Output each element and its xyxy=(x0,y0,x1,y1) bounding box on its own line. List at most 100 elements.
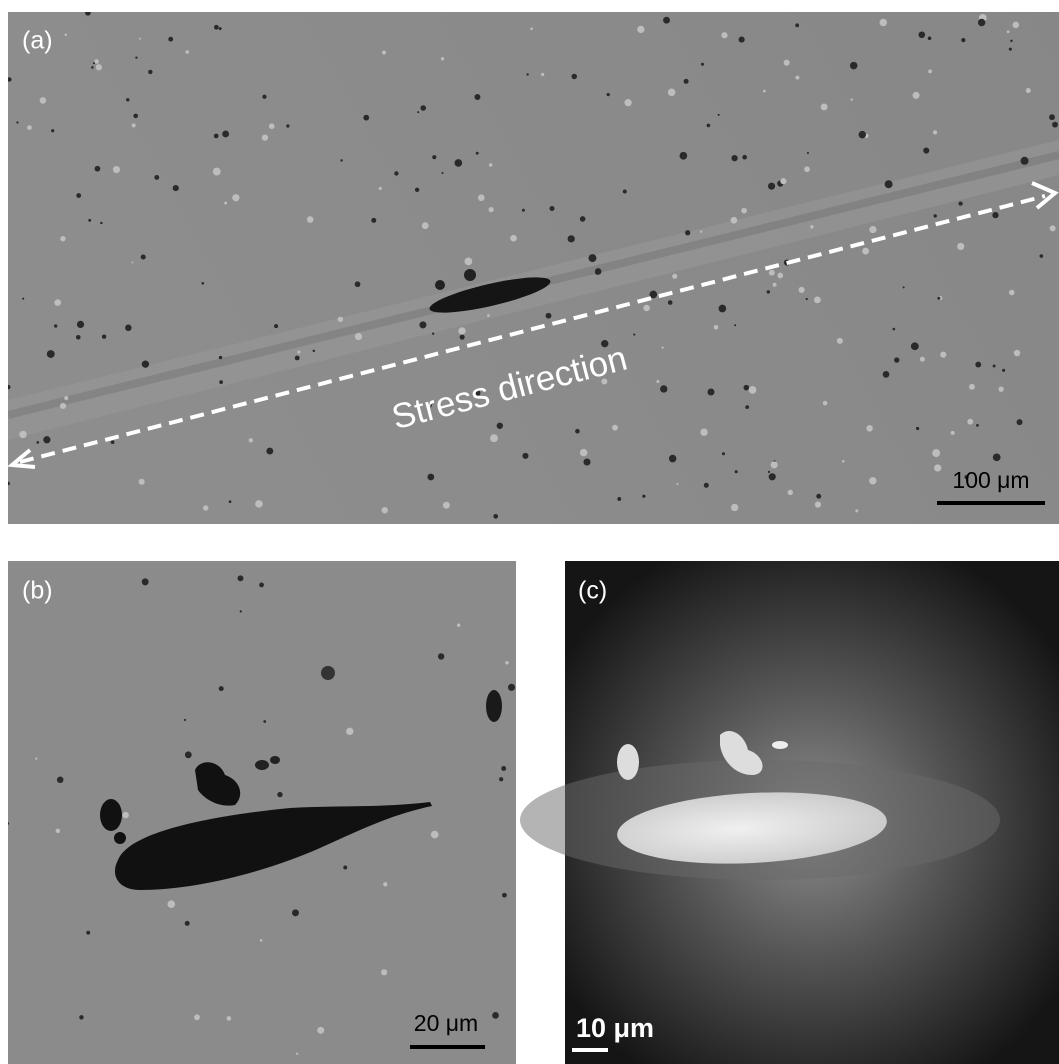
particle xyxy=(36,441,39,444)
particle xyxy=(784,60,790,66)
particle xyxy=(934,464,941,471)
particle xyxy=(739,37,745,43)
particle xyxy=(933,130,937,134)
particle xyxy=(76,335,81,340)
particle xyxy=(642,495,645,498)
particle xyxy=(722,452,725,455)
particle xyxy=(443,502,450,509)
particle xyxy=(122,812,128,818)
particle xyxy=(869,477,876,484)
particle xyxy=(859,131,866,138)
particle xyxy=(583,458,590,465)
particle xyxy=(1007,30,1010,33)
inclusion xyxy=(486,690,502,722)
particle xyxy=(132,123,136,127)
particle xyxy=(768,471,770,473)
particle xyxy=(1010,40,1012,42)
particle xyxy=(86,931,90,935)
particle xyxy=(102,335,106,339)
particle xyxy=(419,321,426,328)
particle xyxy=(148,70,152,74)
particle xyxy=(213,168,221,176)
particle xyxy=(624,99,631,106)
panel-label: (a) xyxy=(22,27,53,55)
particle xyxy=(340,159,342,161)
particle xyxy=(510,235,517,242)
particle xyxy=(850,98,852,100)
particle xyxy=(7,77,11,81)
particle xyxy=(807,152,809,154)
particle xyxy=(934,214,937,217)
particle xyxy=(292,909,299,916)
scale-bar-label: 10 μm xyxy=(576,1013,654,1043)
particle xyxy=(814,296,821,303)
particle xyxy=(489,163,493,167)
particle xyxy=(571,74,576,79)
particle xyxy=(185,50,189,54)
particle xyxy=(295,356,300,361)
particle xyxy=(668,89,676,97)
particle xyxy=(379,187,382,190)
particle xyxy=(522,453,528,459)
particle xyxy=(707,388,714,395)
particle xyxy=(595,268,602,275)
particle xyxy=(976,424,979,427)
particle xyxy=(91,66,94,69)
particle xyxy=(958,201,962,205)
particle xyxy=(237,575,243,581)
micrograph xyxy=(8,12,1059,524)
inclusion xyxy=(617,744,639,780)
particle xyxy=(184,719,186,721)
particle xyxy=(669,455,677,463)
particle xyxy=(16,121,18,123)
particle xyxy=(837,338,843,344)
particle xyxy=(382,507,388,513)
particle xyxy=(458,327,465,334)
particle xyxy=(992,212,998,218)
particle xyxy=(6,385,10,389)
particle xyxy=(219,27,222,30)
particle xyxy=(880,19,887,26)
particle xyxy=(546,313,552,319)
particle xyxy=(255,500,263,508)
particle xyxy=(1050,225,1056,231)
particle xyxy=(277,792,282,797)
inclusion xyxy=(100,799,122,831)
particle xyxy=(263,720,266,723)
particle xyxy=(704,483,709,488)
particle xyxy=(777,273,783,279)
particle xyxy=(1014,350,1020,356)
particle xyxy=(680,152,688,160)
particle xyxy=(240,610,242,612)
inclusion xyxy=(114,832,126,844)
particle xyxy=(672,274,677,279)
particle xyxy=(64,396,68,400)
particle xyxy=(438,653,444,659)
particle xyxy=(478,194,485,201)
panel-label: (b) xyxy=(22,577,53,605)
panel-label: (c) xyxy=(578,577,607,605)
particle xyxy=(676,483,678,485)
particle xyxy=(508,684,515,691)
particle xyxy=(313,350,315,352)
particle xyxy=(6,482,10,486)
particle xyxy=(911,342,919,350)
particle xyxy=(918,31,925,38)
particle xyxy=(260,939,263,942)
particle xyxy=(185,921,190,926)
particle xyxy=(441,172,443,174)
particle xyxy=(993,365,996,368)
particle xyxy=(274,324,278,328)
particle xyxy=(1021,157,1029,165)
particle xyxy=(850,62,858,70)
particle xyxy=(94,59,99,64)
particle xyxy=(701,63,704,66)
particle xyxy=(382,51,386,55)
particle xyxy=(262,135,268,141)
particle xyxy=(892,328,895,331)
particle xyxy=(998,387,1003,392)
particle xyxy=(219,380,223,384)
particle xyxy=(763,90,766,93)
particle xyxy=(224,202,227,205)
particle xyxy=(734,324,736,326)
